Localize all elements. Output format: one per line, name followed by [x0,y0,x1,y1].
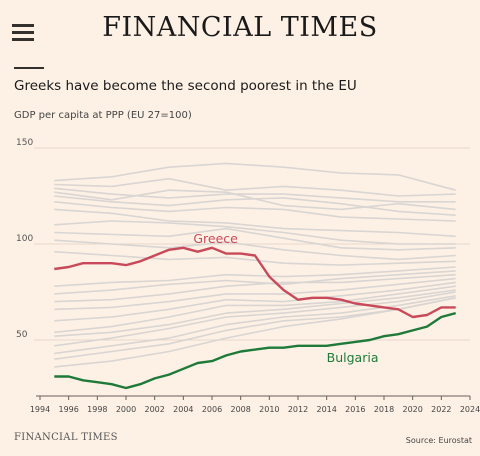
x-tick-label: 2008 [230,405,250,414]
series-line-background [54,291,456,347]
series-line-background [54,189,456,211]
series-line-background [54,285,456,334]
x-tick-label: 2020 [402,405,422,414]
series-line-background [54,227,456,251]
series-line-greece [54,246,456,319]
series-line-background [54,250,456,266]
series-line-background [54,270,456,295]
series-line-bulgaria [54,311,457,390]
series-line-background [54,208,456,238]
y-tick-label: 100 [16,234,33,244]
series-line-background [54,201,456,222]
x-tick-label: 2018 [374,405,394,414]
series-line-background [54,273,456,303]
x-tick-label: 2006 [202,405,222,414]
series-line-background [54,281,456,322]
x-tick-label: 2012 [288,405,308,414]
x-tick-label: 2000 [116,405,136,414]
y-tick-label: 50 [16,330,28,340]
hamburger-menu-icon[interactable] [12,24,34,42]
chart-title: Greeks have become the second poorest in… [14,78,357,94]
series-label-greece: Greece [193,231,238,246]
x-tick-label: 2014 [316,405,336,414]
x-tick-label: 2010 [259,405,279,414]
series-line-background [54,195,456,216]
x-tick-label: 2022 [431,405,451,414]
series-line-background [54,297,456,368]
x-tick-label: 2016 [345,405,365,414]
title-rule [14,67,44,69]
x-tick-label: 1998 [87,405,107,414]
x-tick-label: 2004 [173,405,193,414]
series-line-background [54,239,456,261]
series-line-background [54,162,456,191]
series-line-background [54,177,456,197]
series-line-background [54,277,456,311]
chart-subtitle: GDP per capita at PPP (EU 27=100) [14,110,192,121]
source-note: Source: Eurostat [405,436,472,445]
y-tick-label: 150 [16,138,33,148]
series-label-bulgaria: Bulgaria [327,350,379,365]
series-line-background [54,295,456,355]
footer-brand: FINANCIAL TIMES [14,432,118,443]
x-tick-label: 1996 [58,405,78,414]
x-tick-label: 2002 [144,405,164,414]
series-line-background [54,266,456,287]
series-line-background [54,220,456,245]
series-line-background [54,289,456,337]
brand-logo: FINANCIAL TIMES [102,12,378,43]
x-tick-label: 2024 [460,405,480,414]
x-tick-label: 1994 [30,405,50,414]
series-line-background [54,187,456,203]
